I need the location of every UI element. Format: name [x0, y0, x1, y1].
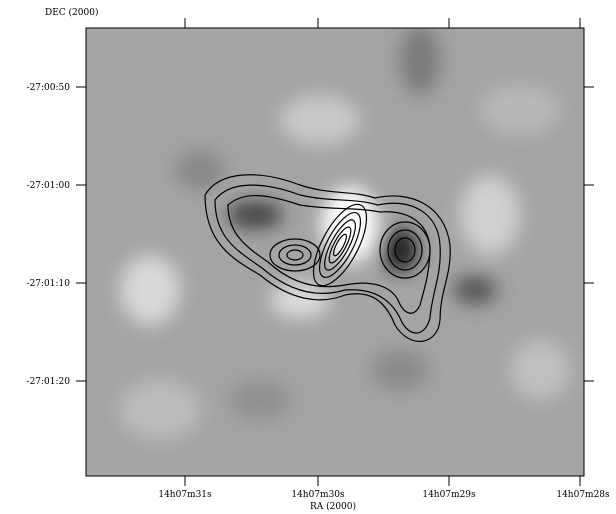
grayscale-image — [86, 28, 584, 476]
ticks — [76, 18, 594, 486]
plot-frame — [85, 27, 585, 477]
contours — [204, 174, 451, 342]
x-axis-label: RA (2000) — [310, 501, 356, 512]
y-tick-label: -27:01:00 — [27, 181, 71, 191]
x-tick-label: 14h07m28s — [556, 490, 610, 500]
x-tick-label: 14h07m29s — [422, 490, 476, 500]
x-tick-label: 14h07m31s — [158, 490, 212, 500]
y-axis-label: DEC (2000) — [45, 7, 98, 18]
y-tick-label: -27:01:10 — [27, 279, 71, 289]
y-tick-label: -27:01:20 — [27, 377, 71, 387]
x-tick-label: 14h07m30s — [291, 490, 345, 500]
y-tick-label: -27:00:50 — [27, 83, 71, 93]
